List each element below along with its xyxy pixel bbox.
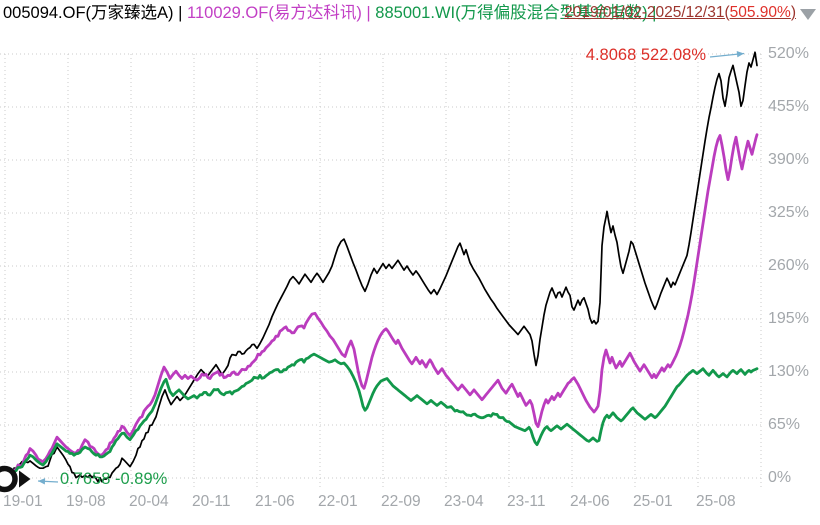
paren-close: ) xyxy=(790,4,796,21)
legend-item-series-3: 885001.WI(万得偏股混合型基金指数) | xyxy=(375,4,657,22)
x-tick-label: 23-11 xyxy=(507,493,546,510)
max-value-annotation: 4.8068 522.08% xyxy=(585,46,706,64)
series-legend: 005094.OF(万家臻选A) | 110029.OF(易方达科讯) | 88… xyxy=(3,2,656,24)
x-tick-label: 21-06 xyxy=(255,493,295,510)
y-tick-label: 455% xyxy=(768,98,809,115)
legend-item-series-2: 110029.OF(易方达科讯) | xyxy=(187,4,376,22)
min-annotation-arrow xyxy=(37,478,59,485)
triangle-down-icon[interactable] xyxy=(800,8,816,20)
date-range-return: 505.90% xyxy=(729,4,791,21)
series-line-885001.WI xyxy=(6,352,759,480)
date-range-period: 2019/01/02-2025/12/31 xyxy=(564,4,725,21)
paren-open: ( xyxy=(724,4,730,21)
x-tick-label: 19-01 xyxy=(3,493,43,510)
x-tick-label: 25-01 xyxy=(633,493,673,510)
y-tick-label: 260% xyxy=(768,257,809,274)
series-line-110029.OF xyxy=(6,133,759,481)
date-range-text: 2019/01/02-2025/12/31(505.90%) xyxy=(564,4,796,22)
x-tick-label: 22-09 xyxy=(381,493,421,510)
x-tick-label: 22-01 xyxy=(318,493,358,510)
x-tick-label: 25-08 xyxy=(696,493,736,510)
y-tick-label: 520% xyxy=(768,45,809,62)
y-tick-label: 0% xyxy=(768,469,792,486)
legend-item-series-1: 005094.OF(万家臻选A) | xyxy=(3,4,188,22)
date-range-control[interactable]: 2019/01/02-2025/12/31(505.90%) xyxy=(564,4,816,22)
x-tick-label: 20-11 xyxy=(192,493,231,510)
y-tick-label: 390% xyxy=(768,151,809,168)
series-start-marker[interactable] xyxy=(0,465,31,493)
y-tick-label: 65% xyxy=(768,416,801,433)
y-tick-label: 325% xyxy=(768,204,809,221)
series-line-005094.OF xyxy=(7,51,758,483)
y-tick-label: 130% xyxy=(768,363,809,380)
x-tick-label: 19-08 xyxy=(66,493,106,510)
max-annotation-arrow xyxy=(709,51,745,58)
x-tick-label: 24-06 xyxy=(570,493,610,510)
min-value-annotation: 0.7658 -0.89% xyxy=(60,470,168,488)
y-tick-label: 195% xyxy=(768,310,809,327)
x-tick-label: 20-04 xyxy=(129,493,169,510)
x-tick-label: 23-04 xyxy=(444,493,484,510)
